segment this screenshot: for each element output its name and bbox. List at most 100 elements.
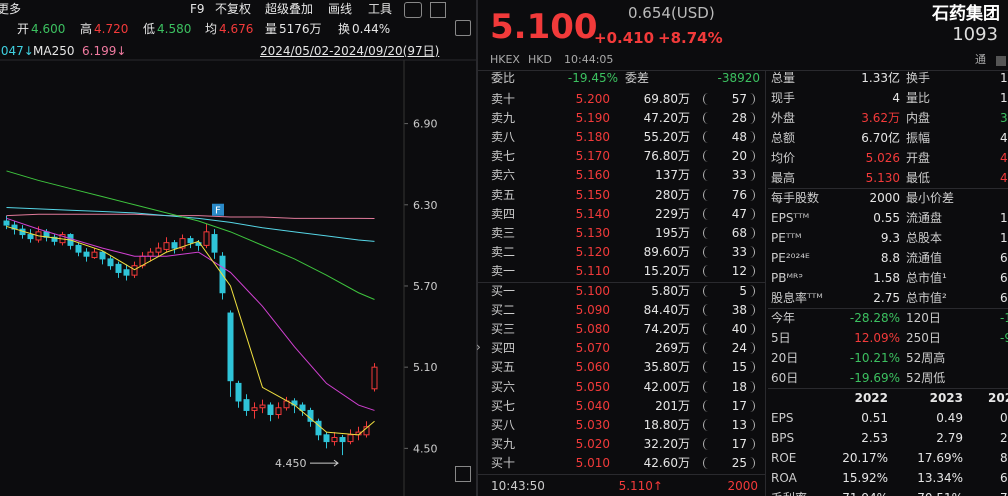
- level-price: 5.070: [575, 341, 610, 356]
- candle-body: [3, 220, 10, 226]
- year-header: 202: [988, 391, 1008, 405]
- level-label: 买五: [491, 360, 516, 375]
- stat-label: 今年: [771, 311, 796, 325]
- level-count: 48: [731, 130, 747, 145]
- count-paren: [703, 380, 755, 393]
- fin-value: 7: [1000, 491, 1008, 496]
- stat-label: 52周低: [906, 371, 946, 385]
- level-price: 5.200: [575, 92, 610, 106]
- level-label: 卖一: [491, 263, 516, 278]
- level-count: 38: [731, 303, 747, 318]
- stat-label: PE²⁰²⁴ᴱ: [771, 251, 810, 265]
- level-label: 卖八: [491, 130, 516, 145]
- toolbar-button[interactable]: F9: [190, 2, 205, 16]
- fin-label: 毛利率: [771, 491, 807, 496]
- stat-label: 52周高: [906, 351, 946, 365]
- level-count: 15: [731, 360, 747, 375]
- toolbar-button[interactable]: 画线: [328, 2, 353, 16]
- level-price: 5.030: [575, 417, 610, 432]
- candle-body: [371, 366, 378, 390]
- stat-value: 3.62万: [861, 111, 900, 125]
- level-volume: 69.80万: [643, 92, 690, 106]
- level-volume: 42.60万: [643, 455, 690, 470]
- level-volume: 76.80万: [643, 149, 690, 164]
- toolbar-button[interactable]: 工具: [368, 2, 393, 16]
- ma-line: [6, 217, 375, 411]
- candle-body: [251, 407, 258, 411]
- trade-time: 10:43:50: [491, 479, 545, 493]
- level-price: 5.180: [575, 130, 610, 145]
- stat-label: 250日: [906, 331, 941, 345]
- fin-value: 13.34%: [917, 471, 963, 485]
- candle-body: [347, 434, 354, 443]
- year-header: 2022: [854, 391, 888, 405]
- settings-icon[interactable]: [404, 2, 422, 18]
- toolbar-button[interactable]: 不复权: [215, 2, 252, 16]
- level-label: 买八: [491, 417, 516, 432]
- stat-value: -17: [1000, 311, 1008, 325]
- level-volume: 201万: [655, 398, 690, 413]
- count-paren: [703, 207, 755, 220]
- count-paren: [703, 245, 755, 258]
- candle-body: [131, 265, 138, 276]
- count-paren: [703, 93, 755, 105]
- candle-body: [227, 312, 234, 382]
- level-price: 5.170: [575, 149, 610, 164]
- stat-value: 2.75: [873, 291, 900, 305]
- stat-label: 最低: [906, 171, 931, 185]
- candle-body: [243, 399, 250, 411]
- stat-label: 总市值²: [906, 291, 947, 305]
- stat-value: 5.130: [865, 171, 900, 185]
- close-icon[interactable]: [455, 466, 471, 482]
- wp-icon[interactable]: [455, 20, 471, 36]
- level-volume: 42.00万: [643, 379, 690, 394]
- level-count: 57: [731, 92, 747, 106]
- level-price: 5.080: [575, 322, 610, 337]
- count-paren: [703, 399, 755, 412]
- level-label: 买二: [491, 303, 516, 318]
- quote-value: 4.580: [157, 22, 192, 36]
- stat-label: 振幅: [906, 131, 931, 145]
- stat-value: 2000: [869, 191, 900, 205]
- level-price: 5.190: [575, 111, 610, 126]
- window-icon[interactable]: [430, 2, 446, 18]
- level-label: 买七: [491, 398, 516, 413]
- count-paren: [703, 112, 755, 125]
- toolbar-button[interactable]: 更多: [0, 2, 22, 16]
- level-price: 5.150: [575, 187, 610, 202]
- stat-label: EPSᵀᵀᴹ: [771, 211, 810, 225]
- candle-body: [123, 269, 130, 276]
- count-paren: [703, 418, 755, 431]
- level-price: 5.050: [575, 379, 610, 394]
- edit-icon[interactable]: [996, 56, 1006, 66]
- level-count: 33: [731, 244, 747, 259]
- stat-label: PBᴹᴿᐣ: [771, 271, 803, 285]
- divider: [478, 282, 765, 283]
- quote-label: 量: [265, 22, 278, 36]
- diff: -38920: [717, 71, 760, 85]
- level-price: 5.060: [575, 360, 610, 375]
- stat-label: 总股本: [906, 231, 943, 245]
- level-volume: 35.80万: [643, 360, 690, 375]
- quote-value: 5176万: [279, 22, 322, 36]
- event-marker: F: [215, 206, 221, 217]
- count-paren: [703, 150, 755, 163]
- level-price: 5.110: [575, 263, 610, 278]
- divider: [768, 388, 1008, 389]
- quote-value: 4.600: [31, 22, 66, 36]
- stat-label: PEᵀᵀᴹ: [771, 231, 802, 245]
- level-label: 卖十: [491, 92, 516, 106]
- candle-body: [147, 251, 154, 257]
- quote-value: 4.720: [94, 22, 129, 36]
- level-label: 买九: [491, 436, 516, 451]
- level-count: 76: [731, 187, 747, 202]
- candle-body: [155, 247, 162, 253]
- candle-body: [83, 251, 90, 257]
- stat-label: 换手: [906, 71, 931, 85]
- time: 10:44:05: [564, 53, 614, 66]
- collapse-handle[interactable]: ›: [476, 340, 481, 354]
- level-label: 卖二: [491, 244, 516, 259]
- count-paren: [703, 437, 755, 450]
- toolbar-button[interactable]: 超级叠加: [265, 2, 314, 16]
